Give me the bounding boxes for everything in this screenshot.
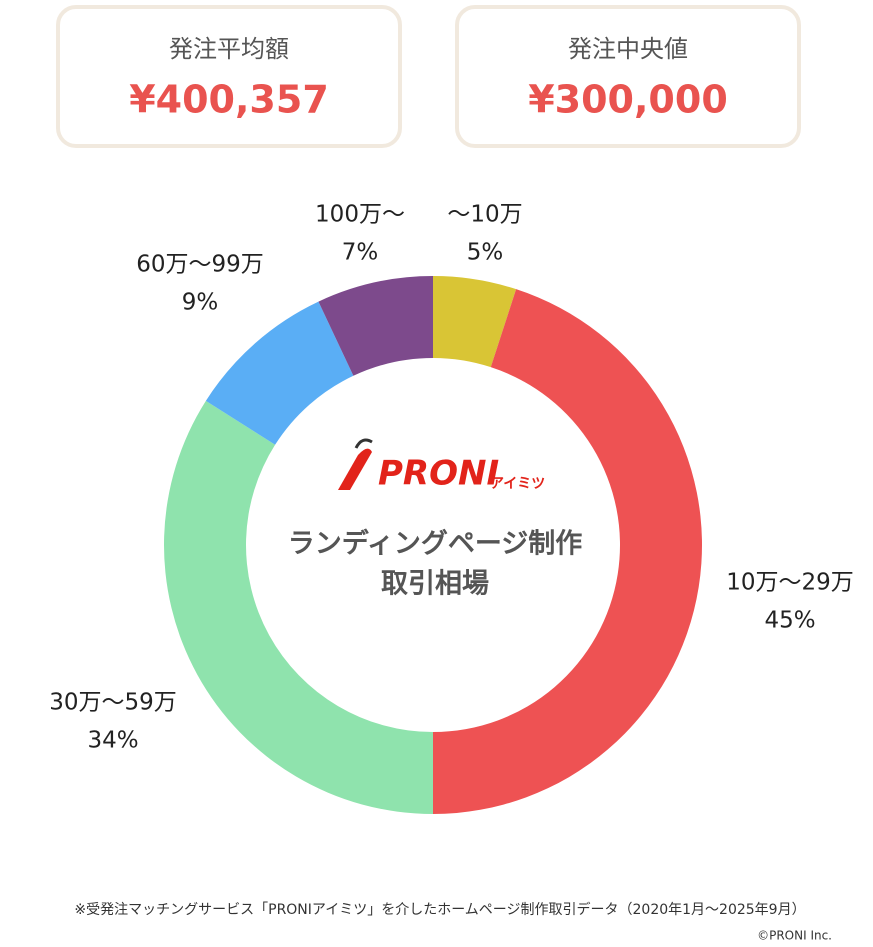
footer-note: ※受発注マッチングサービス「PRONIアイミツ」を介したホームページ制作取引デー…	[74, 901, 805, 918]
stat-card	[455, 5, 801, 148]
logo-icon	[354, 438, 373, 449]
segment-value: 9%	[182, 290, 219, 316]
segment-value: 45%	[764, 608, 815, 634]
logo-sub: アイミツ	[490, 476, 545, 492]
donut-segment	[433, 289, 702, 815]
donut-segment	[205, 301, 354, 445]
segment-label: 10万〜29万	[726, 570, 854, 596]
center-title: ランディングページ制作	[288, 528, 583, 560]
stat-card	[56, 5, 402, 148]
stat-label: 発注中央値	[568, 35, 688, 63]
segment-label: 30万〜59万	[49, 690, 177, 716]
center-title: 取引相場	[381, 569, 489, 600]
donut-segment	[433, 276, 517, 368]
logo-icon	[338, 448, 372, 490]
donut	[164, 276, 702, 815]
donut-segment	[164, 400, 433, 814]
stat-label: 発注平均額	[169, 35, 289, 63]
segment-label: 100万〜	[315, 202, 405, 228]
copyright: ©PRONI Inc.	[757, 929, 832, 943]
donut-segment	[318, 276, 433, 376]
segment-value: 7%	[342, 240, 379, 266]
segment-label: 〜10万	[447, 202, 522, 228]
segment-value: 34%	[87, 728, 138, 754]
stat-value: ¥300,000	[528, 78, 728, 122]
logo-brand: PRONI	[378, 454, 499, 494]
stat-value: ¥400,357	[129, 78, 329, 122]
segment-value: 5%	[467, 240, 504, 266]
segment-label: 60万〜99万	[136, 252, 264, 278]
